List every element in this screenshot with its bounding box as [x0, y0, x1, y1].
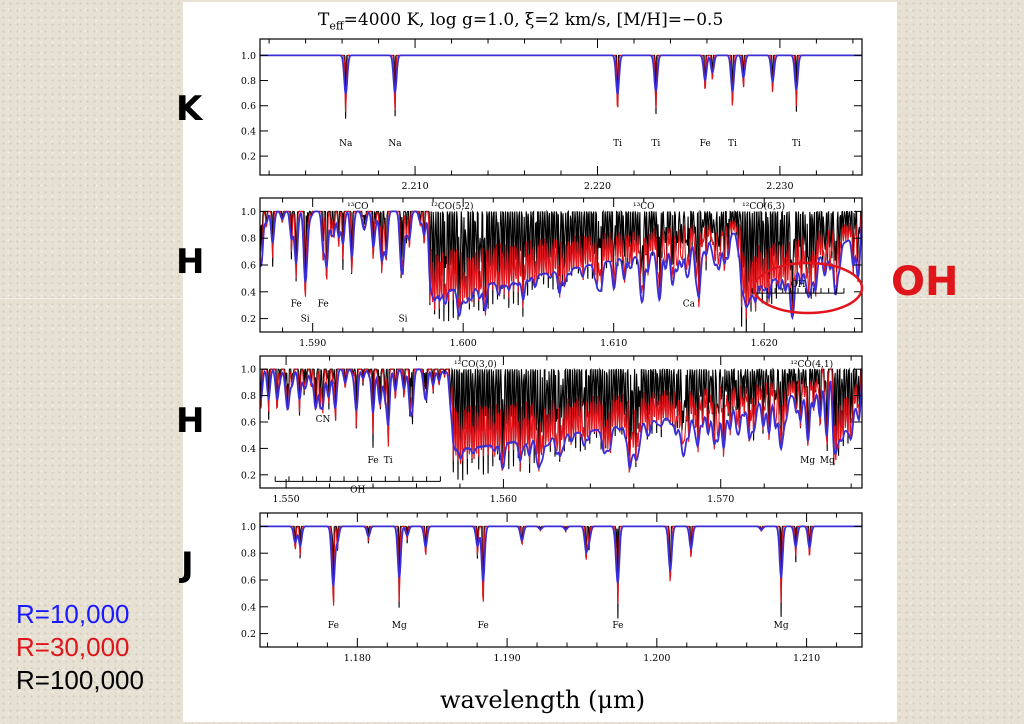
series-r30k — [260, 54, 862, 113]
series-r10k — [260, 368, 862, 471]
series-r30k — [260, 367, 862, 473]
bandhead-label: ¹²CO(6,3) — [742, 201, 785, 212]
series-r10k — [260, 525, 862, 589]
y-tick-label: 0.4 — [241, 287, 256, 298]
line-label: Si — [398, 314, 407, 324]
line-label: Ti — [613, 139, 622, 149]
bandhead-label: ¹²CO(3,0) — [454, 359, 497, 370]
x-tick-label: 1.210 — [793, 653, 820, 664]
x-tick-label: 2.230 — [766, 181, 793, 192]
line-label: Fe — [367, 456, 378, 466]
series-r30k — [260, 525, 862, 606]
line-label: Ti — [651, 139, 660, 149]
band-label-k: K — [176, 89, 203, 129]
y-tick-label: 0.4 — [241, 444, 256, 455]
x-tick-label: 1.560 — [490, 494, 517, 505]
legend-item-r100k: R=100,000 — [16, 665, 144, 695]
x-axis-label: wavelength (μm) — [440, 686, 646, 714]
title-rest: =4000 K, log g=1.0, ξ=2 km/s, [M/H]=−0.5 — [343, 10, 724, 30]
y-tick-label: 0.4 — [241, 602, 256, 613]
y-tick-label: 0.6 — [241, 101, 256, 112]
y-tick-label: 0.6 — [241, 261, 256, 272]
figure-title: Teff=4000 K, log g=1.0, ξ=2 km/s, [M/H]=… — [318, 10, 723, 32]
line-label: Fe — [328, 621, 339, 631]
line-label: Fe — [700, 139, 711, 149]
annotation-label: ¹³CO — [633, 202, 654, 212]
line-label: Fe — [478, 621, 489, 631]
line-label: Na — [339, 139, 353, 149]
line-label: Ca — [683, 300, 696, 310]
y-tick-label: 1.0 — [241, 207, 256, 218]
y-tick-label: 1.0 — [241, 51, 256, 62]
y-tick-label: 0.2 — [241, 629, 256, 640]
y-tick-label: 0.8 — [241, 391, 256, 402]
y-tick-label: 0.6 — [241, 576, 256, 587]
band-label-h2: H — [176, 401, 205, 441]
y-tick-label: 1.0 — [241, 522, 256, 533]
x-tick-label: 1.590 — [299, 338, 326, 349]
oh-marker-label: OH — [350, 485, 365, 495]
y-tick-label: 0.2 — [241, 314, 256, 325]
band-label-h1: H — [176, 242, 205, 282]
y-tick-label: 0.2 — [241, 470, 256, 481]
y-tick-label: 0.8 — [241, 234, 256, 245]
x-tick-label: 1.570 — [707, 494, 734, 505]
line-label: Mg — [820, 456, 835, 466]
panel-1: 0.2 0.4 0.6 0.8 1.0 1.590 1.600 1.610 1.620 Fe Si F… — [241, 197, 863, 349]
x-tick-label: 1.200 — [643, 653, 670, 664]
line-label: Mg — [392, 621, 407, 631]
line-label: Mg — [800, 456, 815, 466]
legend-item-r30k: R=30,000 — [16, 632, 130, 662]
line-label: Ti — [384, 456, 393, 466]
bandhead-label: ¹²CO(5,2) — [431, 201, 474, 212]
line-label: Fe — [318, 300, 329, 310]
spectra-figure: 0.2 0.4 0.6 0.8 1.0 2.210 2.220 2.230 Na Na Ti Ti Fe… — [183, 2, 897, 722]
line-label: Ti — [728, 139, 737, 149]
series-r10k — [260, 54, 862, 95]
resolution-legend: R=10,000 R=30,000 R=100,000 — [16, 598, 144, 697]
series-r30k — [260, 210, 862, 319]
spectra-chart: 0.2 0.4 0.6 0.8 1.0 2.210 2.220 2.230 Na Na Ti Ti Fe… — [241, 38, 863, 664]
line-label: Ti — [792, 139, 801, 149]
legend-item-r10k: R=10,000 — [16, 599, 130, 629]
line-label: Si — [301, 314, 310, 324]
line-label: Fe — [612, 621, 623, 631]
panel-frame — [259, 512, 863, 648]
bandhead-label: ¹²CO(4,1) — [790, 359, 833, 370]
oh-marker-label: OH — [790, 280, 805, 290]
panel-2: 0.2 0.4 0.6 0.8 1.0 1.550 1.560 1.570 CN Fe Ti Mg Mg… — [241, 355, 863, 505]
x-tick-label: 1.180 — [344, 653, 371, 664]
x-tick-label: 1.190 — [493, 653, 520, 664]
line-label: Mg — [774, 621, 789, 631]
title-t: T — [318, 10, 330, 30]
panel-3: 0.2 0.4 0.6 0.8 1.0 1.180 1.190 1.200 1.210 Fe Mg F… — [241, 512, 863, 664]
y-tick-label: 0.2 — [241, 152, 256, 163]
y-tick-label: 0.4 — [241, 126, 256, 137]
x-tick-label: 1.620 — [751, 338, 778, 349]
x-tick-label: 2.220 — [584, 181, 611, 192]
annotation-label: ¹³CO — [347, 202, 368, 212]
y-tick-label: 0.8 — [241, 76, 256, 87]
x-tick-label: 2.210 — [401, 181, 428, 192]
x-tick-label: 1.600 — [450, 338, 477, 349]
panel-0: 0.2 0.4 0.6 0.8 1.0 2.210 2.220 2.230 Na Na Ti Ti Fe… — [241, 38, 863, 192]
x-tick-label: 1.610 — [600, 338, 627, 349]
y-tick-label: 0.6 — [241, 418, 256, 429]
y-tick-label: 0.8 — [241, 549, 256, 560]
band-label-j: J — [181, 545, 194, 585]
x-tick-label: 1.550 — [272, 494, 299, 505]
line-label: Fe — [291, 300, 302, 310]
y-tick-label: 1.0 — [241, 365, 256, 376]
line-label: Na — [388, 139, 402, 149]
oh-callout-label: OH — [891, 259, 959, 305]
title-sub: eff — [329, 19, 344, 33]
series-r100k — [260, 525, 862, 619]
line-label: CN — [316, 415, 331, 425]
